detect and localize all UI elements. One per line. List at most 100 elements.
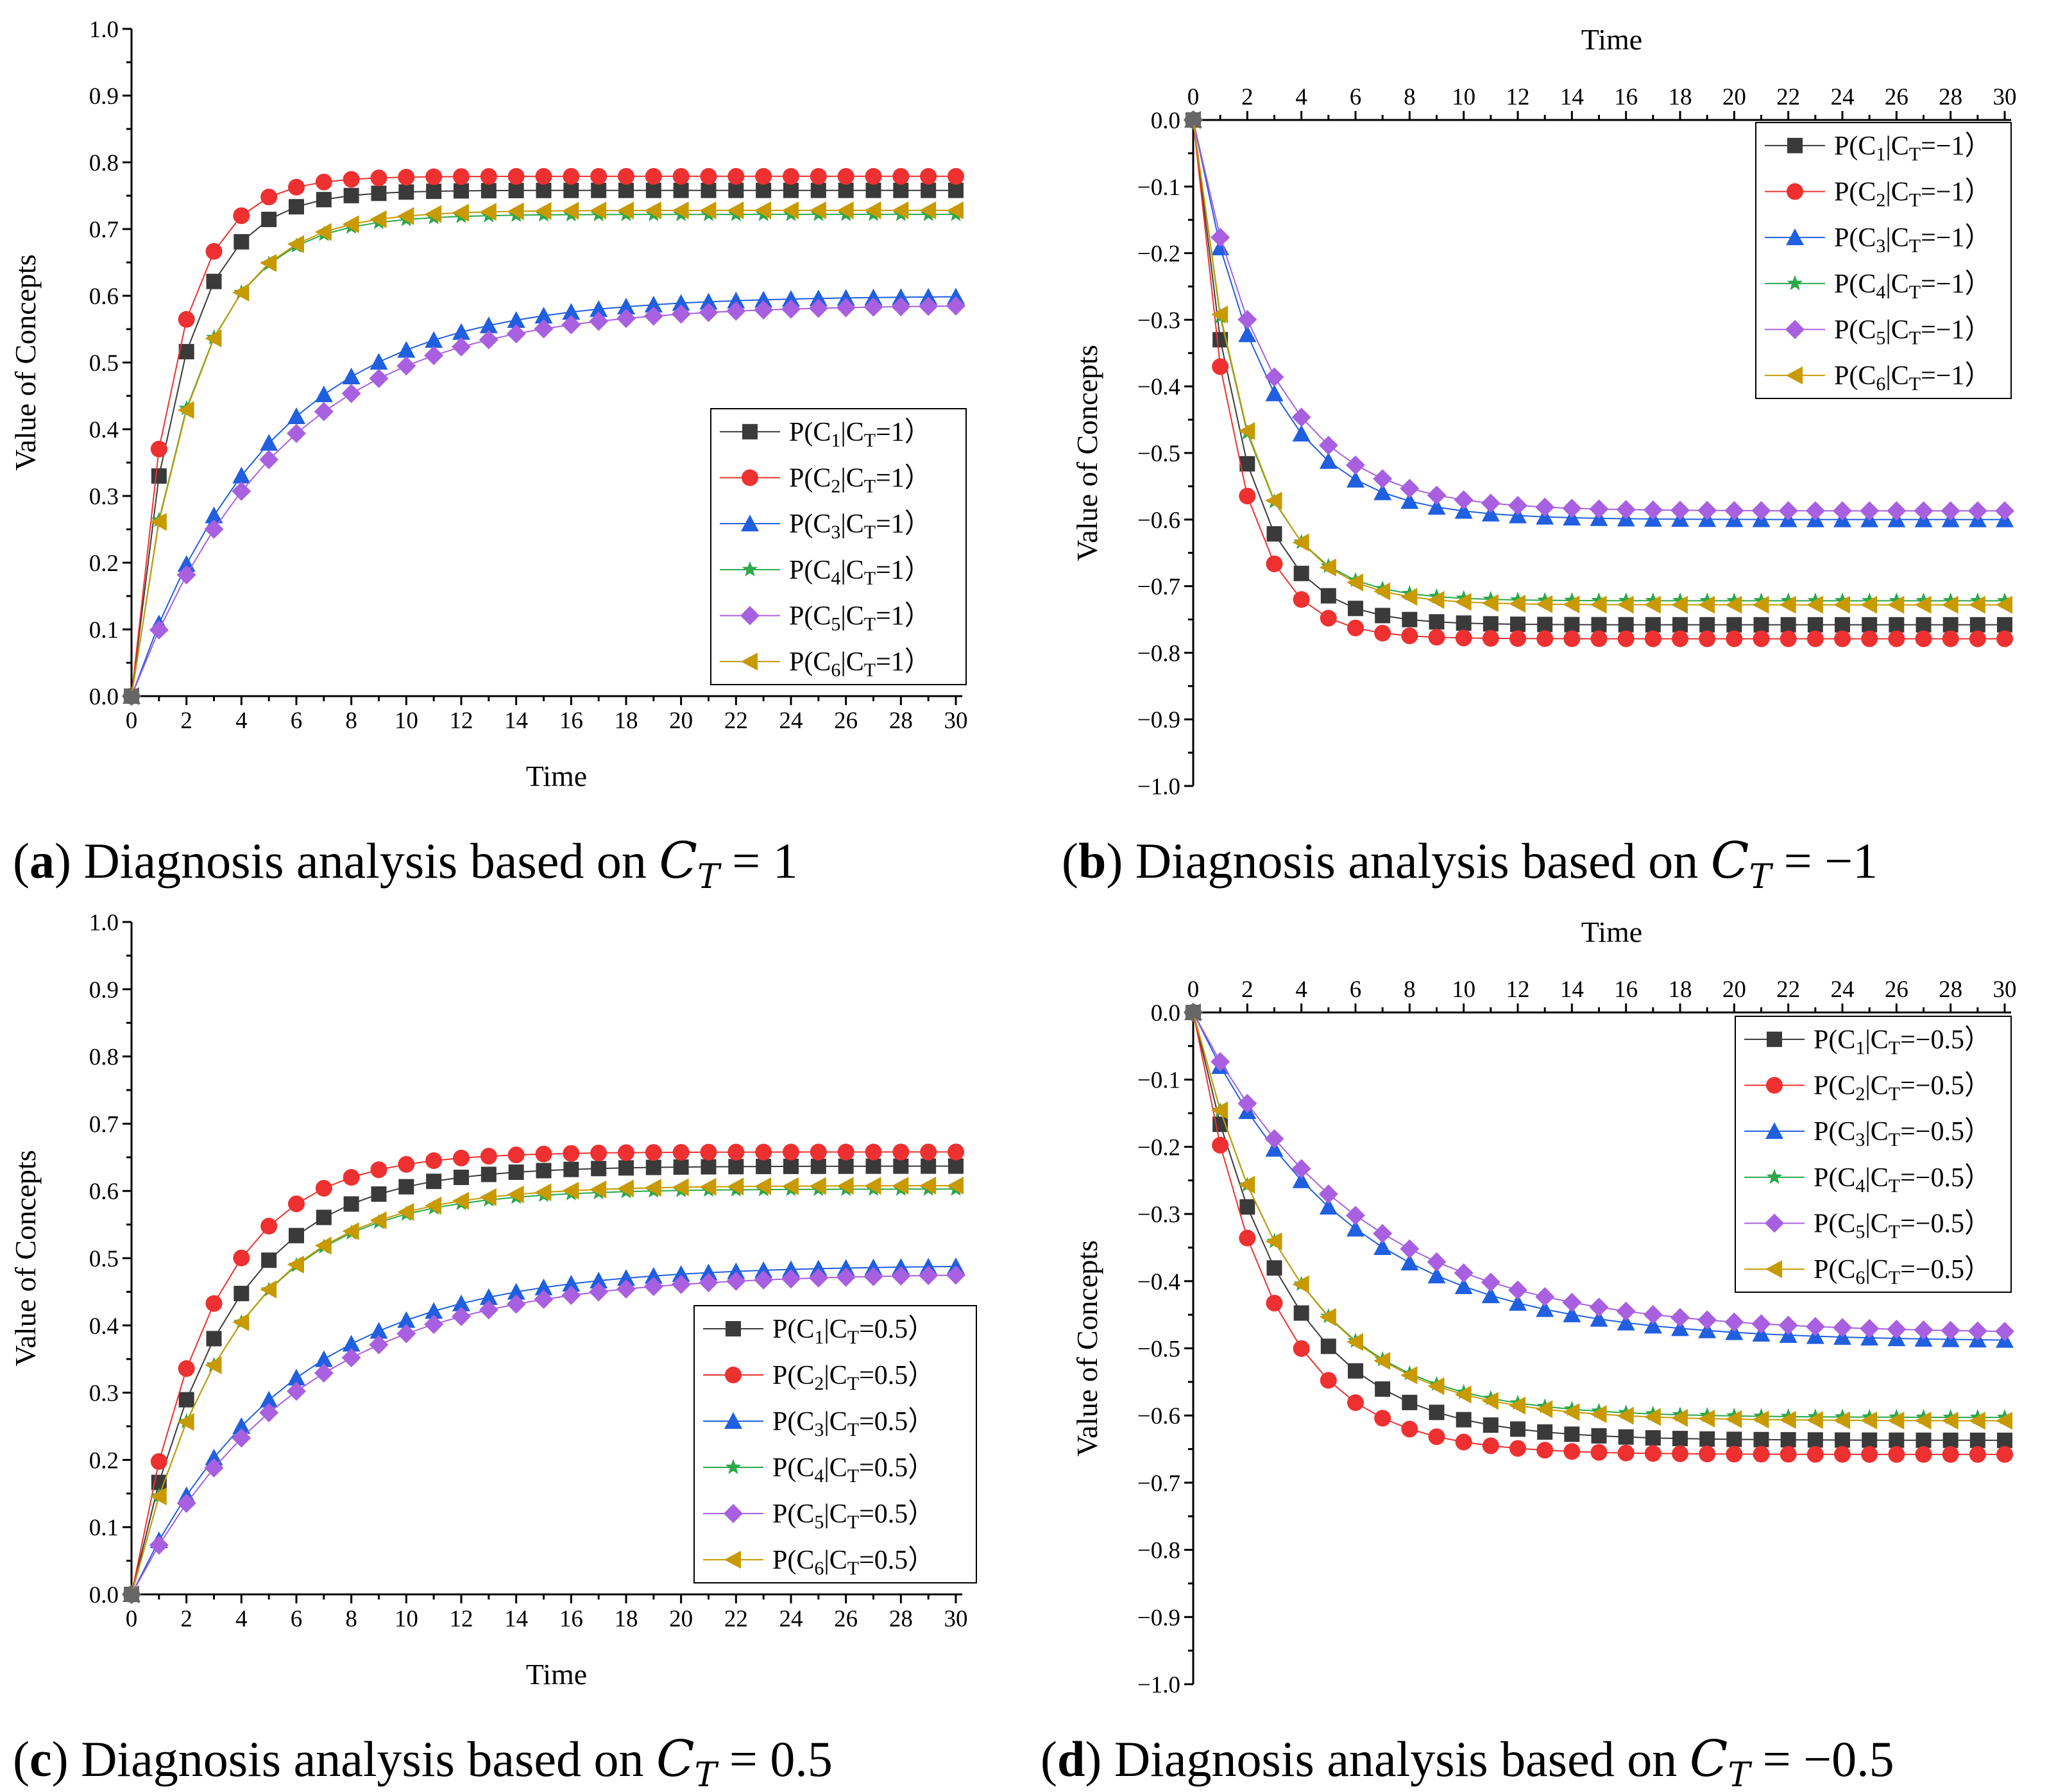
data-point [672,294,690,311]
y-tick-label: −0.1 [1137,1068,1180,1094]
data-point [259,450,279,470]
data-point [1238,422,1255,440]
chart-panel-a: 0.00.10.20.30.40.50.60.70.80.91.00 2 4 6 8 10… [9,17,968,896]
data-point [1563,1403,1580,1421]
data-point [1644,1445,1661,1462]
data-point [1563,595,1580,614]
data-point [864,201,881,219]
data-point [1889,1432,1905,1448]
data-point [1699,1446,1716,1463]
data-point [644,1267,663,1284]
y-tick-label: −0.6 [1137,508,1180,534]
legend-label: P(C3|CT=−1） [1834,223,1991,257]
chart-panel-d: 0.0 −0.1 −0.2 −0.3 −0.4 −0.5 −0.6 −0.7 −0.8 −0.9 −… [1041,916,2017,1792]
data-point [1644,1408,1661,1426]
data-point [232,283,250,302]
data-point [699,1273,718,1293]
data-point [837,167,854,185]
x-tick-label: 26 [834,708,858,734]
data-point [590,1272,608,1289]
data-point [1617,1406,1634,1425]
data-point [1427,1377,1445,1395]
data-point [260,253,277,272]
legend-marker [742,423,758,439]
axes-d [1184,1003,2011,1685]
data-point [920,167,937,185]
data-point [342,215,359,234]
data-point [287,407,305,424]
data-point [1400,1366,1418,1385]
data-point [699,1177,717,1196]
data-point [1373,1352,1391,1370]
legend-item: P(C5|CT=−0.5） [1744,1209,1991,1243]
data-point [1779,1411,1796,1429]
data-point [1401,627,1418,644]
data-point [1699,617,1715,633]
data-point [452,1294,470,1311]
data-point [206,1331,222,1347]
data-point [1318,1184,1338,1204]
data-point [1563,1443,1581,1460]
data-point [1860,501,1880,521]
data-point [1454,502,1473,519]
data-point [1266,1294,1283,1311]
data-point [1835,617,1850,633]
data-point [1427,498,1446,515]
data-point [1483,616,1499,632]
data-point [864,1258,883,1276]
data-point [535,1145,552,1163]
legend-marker [1765,1213,1784,1233]
x-tick-label: 12 [1506,977,1530,1003]
data-point [1238,325,1257,343]
data-point [1780,1446,1797,1463]
data-point [342,1335,361,1352]
chart-panel-b: 0.0 −0.1 −0.2 −0.3 −0.4 −0.5 −0.6 −0.7 −0.8 −0.9 −… [1062,23,2017,896]
data-point [618,1160,634,1176]
series-a-c1 [124,182,964,704]
data-point [1779,595,1796,614]
data-point [479,1288,498,1305]
x-tick-label: 22 [1776,84,1800,110]
data-point [1751,500,1771,520]
data-point [1670,1308,1690,1327]
data-point [865,167,882,185]
data-point [754,1177,772,1195]
data-point [453,1149,470,1166]
data-point [755,1143,772,1161]
data-point [1319,452,1338,469]
data-point [645,182,661,198]
data-point [783,182,799,198]
x-tick-label: 6 [1350,84,1362,110]
data-point [1347,1394,1364,1412]
data-point [1995,1322,2014,1342]
data-point [1644,1317,1662,1334]
legend-label: P(C1|CT=−1） [1834,132,1991,165]
legend-label: P(C2|CT=0.5） [772,1361,935,1394]
data-point [1293,1305,1309,1321]
data-point [1319,1197,1338,1215]
data-point [1726,630,1743,647]
data-point [1672,617,1688,633]
data-point [1996,1446,2013,1463]
data-point [1997,617,2012,633]
y-tick-label: −1.0 [1137,774,1180,800]
data-point [948,167,964,185]
data-point [1292,533,1309,552]
legend-item: P(C5|CT=1） [720,602,931,635]
x-tick-label: 8 [345,1606,357,1632]
data-point [948,182,964,198]
data-point [1860,1318,1880,1338]
x-tick-label: 16 [559,708,583,734]
legend-label: P(C4|CT=−0.5） [1814,1163,1991,1197]
data-point [1862,1432,1878,1448]
data-point [727,1143,745,1161]
data-point [1671,1408,1688,1427]
legend-marker [1787,183,1803,200]
data-point [314,385,333,402]
data-point [1915,630,1932,647]
data-point [1644,595,1661,614]
y-tick-label: 0.5 [89,350,119,377]
data-point [754,300,774,320]
data-point [1834,630,1851,647]
data-point [590,1180,607,1199]
